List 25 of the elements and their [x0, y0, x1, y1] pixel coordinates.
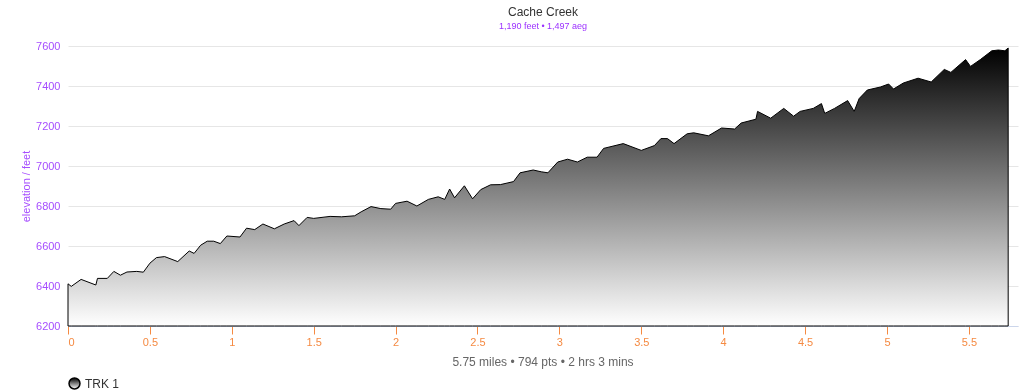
- y-tick-label: 6800: [36, 199, 61, 212]
- x-tick-label: 2.5: [470, 335, 486, 348]
- x-tick-label: 4: [720, 335, 727, 348]
- x-tick-label: 5.5: [961, 335, 978, 348]
- x-tick-label: 2: [393, 335, 400, 348]
- x-tick-label: 1: [229, 335, 236, 348]
- y-tick-label: 7200: [36, 119, 61, 132]
- y-tick-label: 7400: [36, 79, 61, 92]
- x-tick-label: 1.5: [306, 335, 322, 348]
- x-tick-label: 0: [68, 335, 75, 348]
- y-tick-label: 7600: [36, 39, 61, 52]
- y-tick-label: 7000: [36, 159, 61, 172]
- text: 5.75 miles • 794 pts • 2 hrs 3 mins: [452, 355, 634, 369]
- legend-label: TRK 1: [85, 376, 120, 391]
- x-tick-label: 0.5: [142, 335, 159, 348]
- x-tick-label: 4.5: [797, 335, 814, 348]
- x-tick-label: 3: [556, 335, 563, 348]
- chart-title: Cache Creek: [507, 5, 580, 19]
- x-tick-label: 3.5: [634, 335, 650, 348]
- y-tick-label: 6200: [36, 319, 61, 332]
- y-axis-title: elevation / feet: [20, 150, 33, 223]
- chart-subtitle: 1,190 feet • 1,497 aeg: [498, 21, 588, 31]
- y-tick-label: 6400: [36, 279, 61, 292]
- x-tick-label: 5: [884, 335, 891, 348]
- y-tick-label: 6600: [36, 239, 61, 252]
